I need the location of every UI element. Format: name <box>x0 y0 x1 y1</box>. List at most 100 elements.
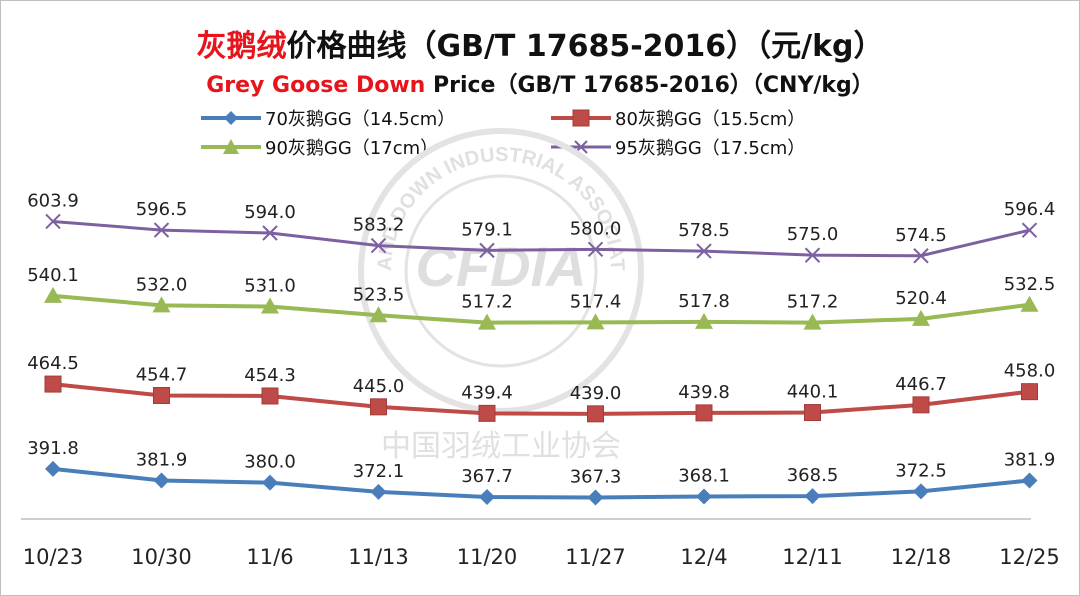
x-tick-label: 12/25 <box>999 545 1060 569</box>
data-label-80: 458.0 <box>1004 361 1056 382</box>
data-point-95 <box>370 237 387 254</box>
data-point-70 <box>153 472 170 489</box>
data-point-70 <box>45 460 61 477</box>
data-label-70: 381.9 <box>1004 449 1056 470</box>
data-point-95 <box>1021 222 1038 238</box>
legend-swatch-90 <box>201 139 261 154</box>
legend-swatch-80 <box>551 109 611 127</box>
x-tick-label: 11/6 <box>246 545 293 569</box>
data-point-95 <box>587 241 604 258</box>
data-point-80 <box>912 396 930 414</box>
legend-label-80: 80灰鹅GG（15.5cm） <box>615 109 806 130</box>
x-tick-label: 12/4 <box>680 545 727 569</box>
data-point-90 <box>1020 295 1039 312</box>
data-point-95 <box>262 225 278 241</box>
data-label-70: 391.8 <box>27 438 79 459</box>
data-point-70 <box>587 489 604 506</box>
series-line-70 <box>52 466 1030 500</box>
legend-label-70: 70灰鹅GG（14.5cm） <box>265 109 456 130</box>
data-label-95: 578.5 <box>678 220 730 241</box>
legend-entry-80: 80灰鹅GG（15.5cm） <box>549 105 805 131</box>
chart-subtitle-text: Price（GB/T 17685-2016）（CNY/kg） <box>425 73 874 98</box>
data-label-80: 446.7 <box>895 374 947 395</box>
data-label-95: 574.5 <box>895 225 947 246</box>
data-label-90: 520.4 <box>895 288 947 309</box>
data-label-70: 372.1 <box>353 461 405 482</box>
series-line-90 <box>52 293 1030 325</box>
data-point-80 <box>153 387 170 405</box>
series-line-80 <box>52 382 1030 416</box>
data-label-95: 596.4 <box>1004 199 1056 220</box>
data-label-70: 367.7 <box>461 466 513 487</box>
data-point-80 <box>1021 383 1038 401</box>
data-point-80 <box>478 404 496 422</box>
data-point-70 <box>370 483 387 500</box>
data-point-95 <box>696 243 712 259</box>
x-tick-label: 11/13 <box>348 545 409 569</box>
data-point-95 <box>153 222 170 238</box>
data-point-70 <box>262 474 278 491</box>
data-label-90: 517.2 <box>787 292 839 313</box>
data-label-70: 368.5 <box>787 465 839 486</box>
data-point-90 <box>912 309 930 326</box>
data-point-70 <box>1021 472 1038 489</box>
data-label-90: 531.0 <box>244 276 296 297</box>
legend-label-95: 95灰鹅GG（17.5cm） <box>615 138 806 159</box>
data-point-95 <box>479 242 495 259</box>
data-point-95 <box>804 247 821 263</box>
data-label-70: 381.9 <box>136 449 188 470</box>
data-point-80 <box>804 404 821 422</box>
x-tick-label: 12/11 <box>782 545 843 569</box>
data-point-90 <box>695 312 713 329</box>
data-point-90 <box>478 313 496 330</box>
data-point-90 <box>44 286 62 303</box>
data-point-90 <box>369 306 388 323</box>
data-label-95: 596.5 <box>136 199 188 220</box>
legend-swatch-70 <box>201 111 261 125</box>
data-label-90: 540.1 <box>27 265 79 286</box>
data-point-80 <box>370 398 387 416</box>
data-point-80 <box>587 405 604 423</box>
chart-subtitle-highlight: Grey Goose Down <box>206 73 426 98</box>
data-label-80: 464.5 <box>27 353 79 374</box>
x-tick-label: 10/30 <box>131 545 192 569</box>
data-label-80: 454.7 <box>136 365 188 386</box>
legend-entry-70: 70灰鹅GG（14.5cm） <box>199 105 455 131</box>
data-point-70 <box>913 483 929 500</box>
data-label-90: 523.5 <box>353 284 405 305</box>
data-label-80: 445.0 <box>353 376 405 397</box>
data-point-90 <box>803 313 822 330</box>
data-point-90 <box>152 296 171 313</box>
chart-title-text: 价格曲线（GB/T 17685-2016）（元/kg） <box>286 29 884 64</box>
data-label-70: 368.1 <box>678 466 730 487</box>
data-label-95: 575.0 <box>787 224 839 245</box>
data-label-80: 440.1 <box>787 382 839 403</box>
data-point-95 <box>45 213 61 230</box>
data-label-90: 517.2 <box>461 292 513 313</box>
data-label-90: 532.0 <box>136 274 188 295</box>
x-tick-label: 11/27 <box>565 545 626 569</box>
data-label-90: 517.4 <box>570 291 622 312</box>
data-label-95: 594.0 <box>244 202 296 223</box>
data-point-70 <box>479 489 495 506</box>
data-point-90 <box>586 313 605 330</box>
data-point-80 <box>261 387 279 405</box>
data-label-70: 367.3 <box>570 466 622 487</box>
data-label-80: 439.8 <box>678 382 730 403</box>
x-tick-label: 11/20 <box>457 545 518 569</box>
data-point-80 <box>44 375 62 393</box>
data-point-95 <box>913 248 929 264</box>
chart-title: 灰鹅绒价格曲线（GB/T 17685-2016）（元/kg） <box>1 21 1079 65</box>
data-point-80 <box>695 404 713 422</box>
data-label-70: 380.0 <box>244 452 296 473</box>
data-label-90: 517.8 <box>678 291 730 312</box>
chart-title-highlight: 灰鹅绒 <box>196 29 287 64</box>
data-label-95: 603.9 <box>27 190 79 211</box>
data-label-80: 439.0 <box>570 383 622 404</box>
x-tick-label: 10/23 <box>23 545 84 569</box>
chart-subtitle: Grey Goose Down Price（GB/T 17685-2016）（C… <box>1 67 1079 99</box>
data-label-80: 439.4 <box>461 382 513 403</box>
data-point-70 <box>804 488 821 505</box>
